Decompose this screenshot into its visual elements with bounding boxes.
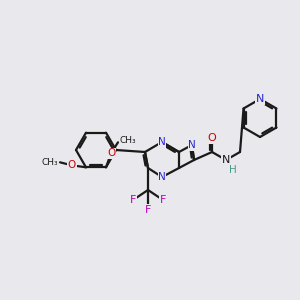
Text: O: O (107, 148, 115, 158)
Text: CH₃: CH₃ (120, 136, 136, 145)
Text: F: F (130, 195, 136, 205)
Text: N: N (256, 94, 264, 104)
Text: O: O (208, 133, 216, 143)
Text: N: N (158, 172, 166, 182)
Text: N: N (158, 137, 166, 147)
Text: O: O (68, 160, 76, 170)
Text: N: N (188, 140, 196, 150)
Text: H: H (229, 165, 237, 175)
Text: F: F (145, 205, 151, 215)
Text: CH₃: CH₃ (41, 158, 58, 167)
Text: F: F (160, 195, 166, 205)
Text: N: N (222, 155, 230, 165)
